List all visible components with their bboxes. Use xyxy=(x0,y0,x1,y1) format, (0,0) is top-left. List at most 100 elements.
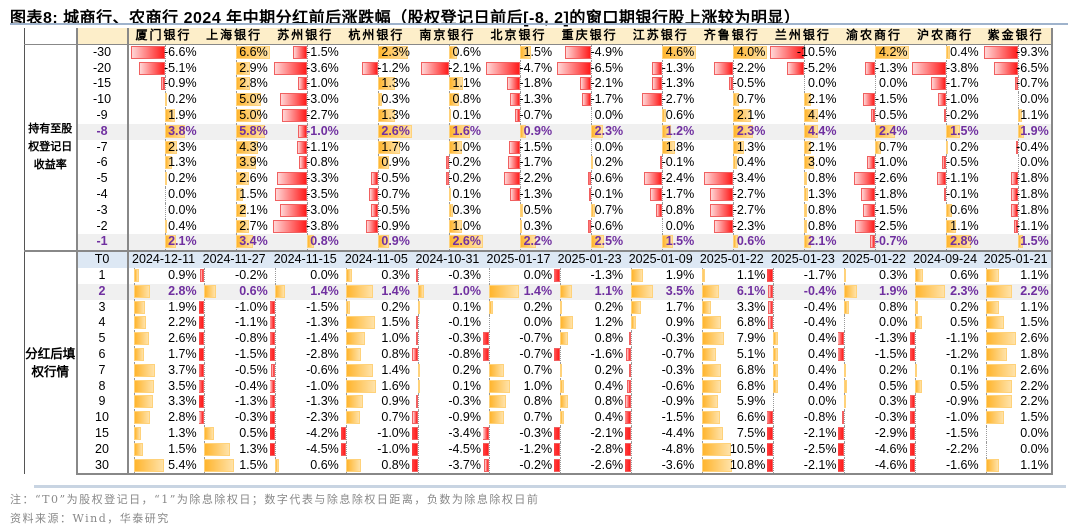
value-cell: 0.2% xyxy=(910,139,981,156)
value-cell: 0.2% xyxy=(838,362,909,379)
bar-axis xyxy=(488,331,490,347)
value-cell: 2.1% xyxy=(767,234,839,252)
positive-bar xyxy=(986,395,1012,409)
value-text: 1.3% xyxy=(381,107,410,122)
index-header xyxy=(76,28,129,45)
bar-axis xyxy=(346,425,348,442)
positive-bar xyxy=(986,332,1017,346)
value-text: 0.5% xyxy=(239,425,268,440)
value-text: -2.4% xyxy=(661,171,695,186)
negative-bar xyxy=(269,316,276,330)
negative-bar xyxy=(625,426,631,440)
value-text: 4.4% xyxy=(807,107,837,122)
value-text: 0.2% xyxy=(950,299,979,314)
table-row: -15 -0.9% 2.8% -1.0% 1.3% 1.1% -1.8% -2.1% -1.3%… xyxy=(25,76,1053,93)
positive-bar xyxy=(204,284,217,298)
value-cell: -1.5% xyxy=(838,202,909,219)
positive-bar xyxy=(701,347,717,361)
value-cell: 3.7% xyxy=(128,362,199,379)
value-cell: 0.0% xyxy=(128,202,199,219)
value-cell: 1.3% xyxy=(341,76,412,93)
value-text: 2.7% xyxy=(239,218,268,233)
value-cell: -4.6% xyxy=(838,457,910,476)
bar-axis xyxy=(662,60,664,77)
value-cell: 4.4% xyxy=(767,123,839,140)
bank-header: 紫金银行 xyxy=(980,28,1053,45)
value-text: -1.3% xyxy=(661,60,695,75)
positive-bar xyxy=(701,442,732,456)
negative-bar xyxy=(1015,140,1018,154)
value-cell: -1.8% xyxy=(838,186,909,203)
value-cell: 4.2% xyxy=(838,44,910,61)
value-cell: 0.5% xyxy=(483,202,554,219)
value-cell: 2.1% xyxy=(767,92,838,108)
positive-bar xyxy=(448,45,457,59)
value-cell: -3.3% xyxy=(270,171,341,187)
bar-axis xyxy=(630,457,632,473)
bar-axis xyxy=(559,346,561,363)
table-row: -6 1.3% 3.9% -0.8% 0.9% -0.2% -1.7% 0.2% -0.1% 0.… xyxy=(25,155,1053,172)
value-text: 2.3% xyxy=(168,139,197,154)
value-cell: -1.7% xyxy=(483,155,554,172)
negative-bar xyxy=(944,108,947,122)
value-cell: 0.0% xyxy=(980,92,1053,108)
value-cell: 0.4% xyxy=(554,378,625,395)
row-index: 8 xyxy=(76,378,129,395)
value-text: -3.0% xyxy=(306,202,339,217)
bar-axis xyxy=(662,155,664,172)
value-cell: -6.5% xyxy=(554,60,625,77)
value-cell: -0.4% xyxy=(980,139,1053,156)
value-cell: -1.5% xyxy=(838,346,909,363)
value-text: 0.5% xyxy=(950,315,979,330)
value-cell: 0.5% xyxy=(199,425,270,442)
value-text: 0.8% xyxy=(807,218,837,233)
negative-bar xyxy=(415,268,418,282)
value-cell: -1.0% xyxy=(340,425,412,442)
bar-axis xyxy=(204,346,206,363)
negative-bar xyxy=(279,93,307,107)
bar-axis xyxy=(377,202,379,219)
value-cell: -0.4% xyxy=(767,283,839,300)
t0-date-row: 分红后填 权行情 T0 2024-12-11 2024-11-27 2024-11-15 2… xyxy=(24,250,1053,475)
value-text: 0.2% xyxy=(594,362,624,377)
positive-bar xyxy=(235,203,247,217)
positive-bar xyxy=(701,316,721,330)
t0-date: 2024-11-15 xyxy=(269,250,341,268)
value-text: 0.0% xyxy=(594,139,624,154)
value-text: 1.5% xyxy=(381,315,410,330)
value-cell: -0.1% xyxy=(554,186,625,203)
table-row: 2 2.8% 0.6% 1.4% 1.4% 1.0% 1.4% 1.1% 3.5% 6.1% -0.… xyxy=(25,283,1053,300)
value-text: -6.6% xyxy=(163,44,197,59)
value-cell: 3.3% xyxy=(696,299,767,316)
value-text: -2.8% xyxy=(590,441,624,456)
value-cell: 2.6% xyxy=(340,123,412,140)
value-text: -1.6% xyxy=(945,457,979,472)
bar-axis xyxy=(1017,76,1019,93)
value-cell: -2.9% xyxy=(838,425,909,442)
value-text: -1.3% xyxy=(306,394,339,409)
positive-bar xyxy=(662,124,671,138)
positive-bar xyxy=(986,300,999,314)
positive-bar xyxy=(448,93,460,107)
negative-bar xyxy=(269,300,276,314)
bar-axis xyxy=(915,457,917,473)
positive-bar xyxy=(946,45,951,59)
value-cell: -2.8% xyxy=(269,346,341,363)
bank-header: 江苏银行 xyxy=(625,28,697,45)
bar-axis xyxy=(590,107,592,124)
value-cell: -1.5% xyxy=(838,92,909,108)
bar-axis xyxy=(875,218,877,235)
value-text: 1.0% xyxy=(452,218,481,233)
positive-bar xyxy=(915,363,918,377)
value-cell: -1.5% xyxy=(269,299,341,316)
positive-bar xyxy=(804,187,809,201)
value-text: -5.2% xyxy=(803,60,837,75)
positive-bar xyxy=(134,284,150,298)
value-cell: -0.7% xyxy=(482,346,554,363)
bar-axis xyxy=(875,155,877,172)
bar-axis xyxy=(946,92,948,108)
value-text: 0.3% xyxy=(381,267,410,282)
negative-bar xyxy=(482,426,489,440)
value-text: 3.9% xyxy=(239,155,268,170)
value-cell: 0.3% xyxy=(838,394,909,411)
